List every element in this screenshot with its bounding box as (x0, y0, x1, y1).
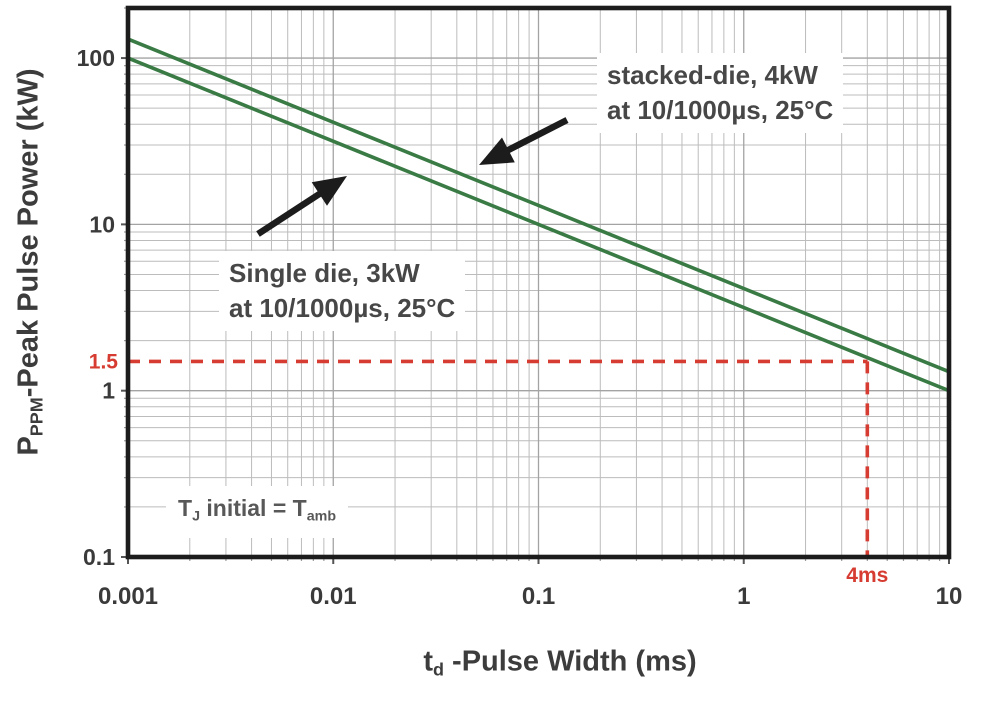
x-tick-label: 1 (737, 583, 750, 610)
tj-note-t1: T (178, 495, 193, 521)
annotation-stacked-die-line2: at 10/1000µs, 25°C (607, 95, 834, 125)
y-tick-label: 10 (89, 211, 115, 237)
y-tick-label: 0.1 (83, 544, 115, 570)
series-line-single-die (126, 56, 951, 393)
y-axis-title: PPPM-Peak Pulse Power (kW) (12, 68, 47, 455)
x-tick-label: 0.1 (522, 583, 555, 610)
annotation-single-die: Single die, 3kW at 10/1000µs, 25°C (219, 251, 466, 331)
annotation-tj-initial: TJ initial = Tamb (166, 486, 349, 539)
arrow-shaft-stacked-die (503, 117, 569, 155)
annotation-stacked-die-line1: stacked-die, 4kW (607, 60, 818, 90)
tj-note-sub1: J (192, 508, 200, 525)
x-axis-title: td -Pulse Width (ms) (423, 645, 696, 680)
marker-x-label: 4ms (846, 564, 888, 587)
annotation-stacked-die: stacked-die, 4kW at 10/1000µs, 25°C (597, 53, 844, 133)
annotation-single-die-line1: Single die, 3kW (229, 258, 420, 288)
y-tick-label: 100 (77, 45, 115, 71)
y-tick-label: 1 (102, 378, 115, 404)
x-tick-label: 10 (936, 583, 963, 610)
marker-y-label: 1.5 (89, 350, 119, 373)
y-axis-title-subscript: PPM (26, 397, 47, 437)
x-axis-title-text: -Pulse Width (ms) (443, 645, 697, 678)
arrow-shaft-single-die (256, 189, 325, 237)
annotation-single-die-line2: at 10/1000µs, 25°C (229, 293, 456, 323)
y-axis-title-symbol: P (12, 436, 45, 456)
plot-border (125, 5, 952, 560)
x-tick-label: 0.001 (98, 583, 158, 610)
x-tick-label: 0.01 (310, 583, 357, 610)
marker-crosshair (128, 359, 870, 557)
arrow-head-stacked-die (479, 137, 515, 165)
tj-note-sub2: amb (306, 508, 337, 525)
series-line-stacked-die (126, 37, 951, 374)
y-axis-title-text: -Peak Pulse Power (kW) (12, 68, 45, 398)
tj-note-t2: initial = T (200, 495, 307, 521)
arrow-head-single-die (311, 176, 347, 206)
x-axis-title-subscript: d (432, 659, 444, 680)
x-axis-title-symbol: t (423, 645, 433, 678)
